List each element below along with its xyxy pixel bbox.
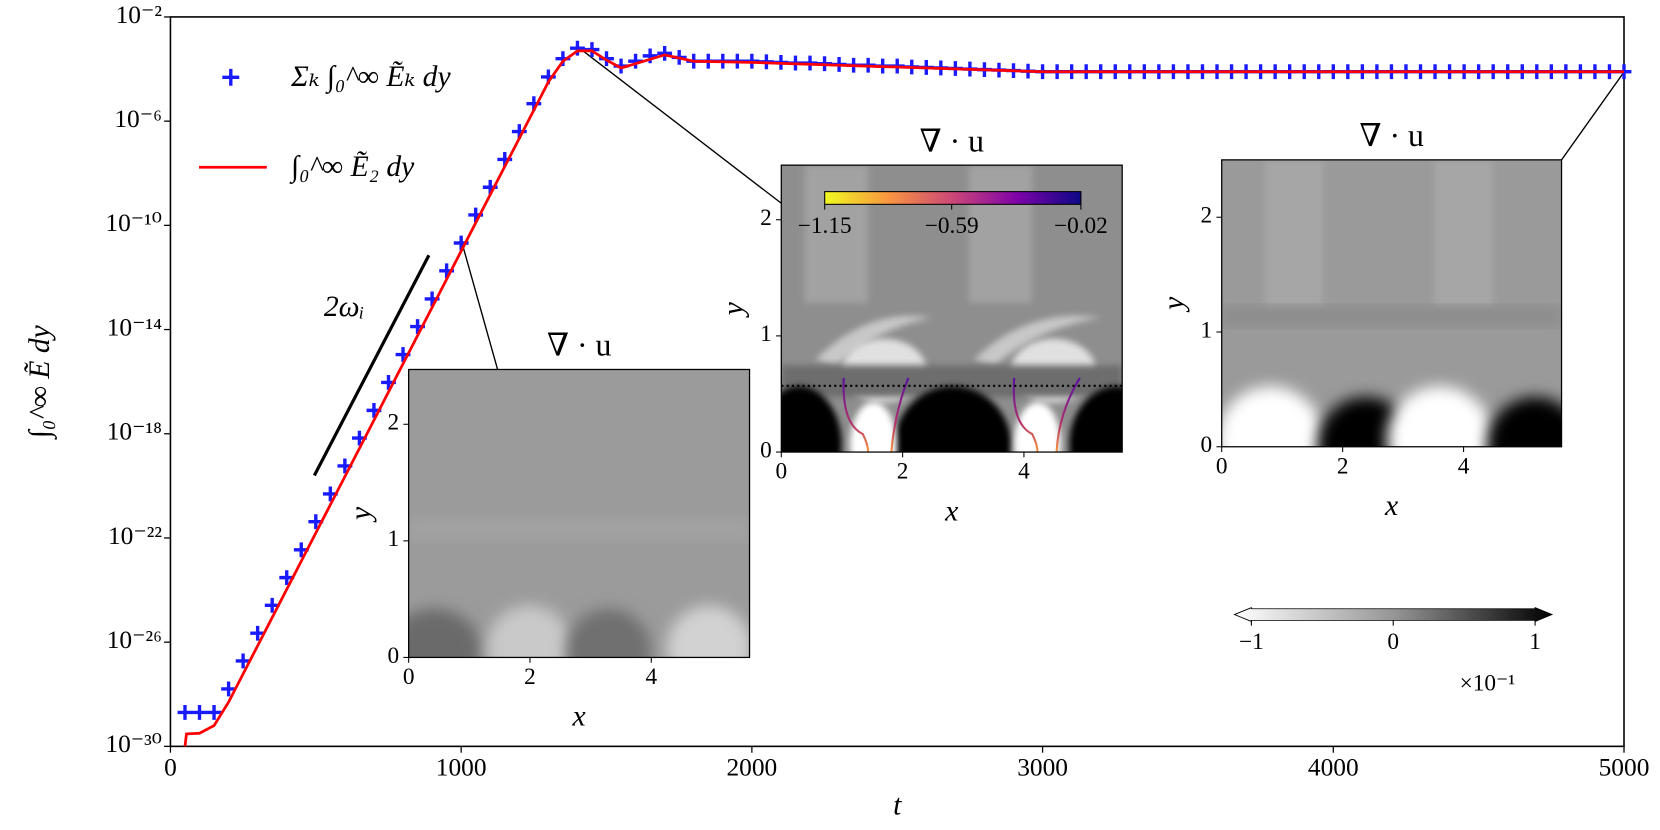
y-tick-label: 10⁻²⁶ xyxy=(107,626,162,654)
inset-y-tick-label: 0 xyxy=(760,437,772,463)
inset-x-tick-label: 2 xyxy=(897,459,909,485)
inset-y-label: y xyxy=(1158,296,1190,313)
marker xyxy=(657,45,673,61)
inset-frame xyxy=(408,368,751,659)
connector xyxy=(1560,71,1625,161)
colorbar-tick-label: −1 xyxy=(1239,629,1264,655)
marker xyxy=(177,705,193,720)
colorbar-tick-label: 1 xyxy=(1529,629,1541,655)
inset-title: ∇ · u xyxy=(547,328,612,363)
heatmap xyxy=(1221,159,1562,447)
connector xyxy=(460,241,499,370)
inset-title: ∇ · u xyxy=(919,123,984,158)
x-tick-label: 5000 xyxy=(1599,753,1650,781)
inset-y-tick-label: 2 xyxy=(760,205,772,231)
y-tick-label: 10⁻² xyxy=(116,1,163,29)
inset-x-label: x xyxy=(572,701,586,733)
connector xyxy=(579,48,782,204)
legend-label: ∫₀^∞ Ẽ₂ dy xyxy=(289,151,415,184)
inset-x-tick-label: 0 xyxy=(1216,453,1228,479)
inset-frame xyxy=(1221,159,1563,448)
inset-y-tick-label: 1 xyxy=(760,321,772,347)
inset-frame xyxy=(780,164,1123,453)
x-tick-label: 0 xyxy=(164,753,177,781)
inset-x-tick-label: 4 xyxy=(1018,459,1030,485)
inset-title: ∇ · u xyxy=(1359,118,1424,153)
inset-x-label: x xyxy=(944,495,958,527)
inset-x-tick-label: 4 xyxy=(645,664,657,690)
slope-label: 2ωᵢ xyxy=(324,291,364,323)
heatmap xyxy=(781,165,1123,453)
y-tick-label: 10⁻³⁰ xyxy=(105,730,162,758)
legend-marker xyxy=(222,68,240,86)
inset-y-tick-label: 0 xyxy=(387,643,399,669)
inset-y-tick-label: 2 xyxy=(387,410,399,436)
inset-x-tick-label: 4 xyxy=(1458,453,1470,479)
colorbar-tick-label: −0.02 xyxy=(1054,213,1108,239)
y-tick-label: 10⁻¹⁰ xyxy=(105,209,162,237)
inset-x-label: x xyxy=(1384,490,1398,522)
marker xyxy=(221,681,236,697)
y-tick-label: 10⁻¹⁸ xyxy=(107,418,162,446)
x-tick-label: 2000 xyxy=(726,753,777,781)
x-tick-label: 1000 xyxy=(436,753,487,781)
marker xyxy=(570,40,585,56)
x-axis-label: t xyxy=(893,790,902,822)
marker xyxy=(192,705,207,720)
legend-label: Σₖ ∫₀^∞ Ẽₖ dy xyxy=(290,61,451,94)
inset-y-tick-label: 1 xyxy=(387,526,399,552)
marker xyxy=(206,705,222,720)
colorbar-tick-label: −0.59 xyxy=(925,213,979,239)
y-tick-label: 10⁻²² xyxy=(108,522,162,550)
inset-x-tick-label: 0 xyxy=(775,459,787,485)
y-axis-label: ∫₀^∞ Ẽ dy xyxy=(24,324,57,440)
colorbar-tick-label: 0 xyxy=(1387,629,1399,655)
heatmap xyxy=(408,369,750,658)
inset-x-tick-label: 2 xyxy=(524,664,536,690)
inset-x-tick-label: 2 xyxy=(1337,453,1349,479)
y-tick-label: 10⁻⁶ xyxy=(114,105,162,133)
marker xyxy=(235,653,251,669)
y-tick-label: 10⁻¹⁴ xyxy=(107,313,162,341)
colorbar-tick-label: −1.15 xyxy=(798,213,852,239)
inset-x-tick-label: 0 xyxy=(403,664,415,690)
series-line xyxy=(183,49,1625,747)
inset-y-label: y xyxy=(345,506,377,523)
inset-y-tick-label: 2 xyxy=(1201,203,1213,229)
slope-line xyxy=(312,254,431,477)
x-tick-label: 4000 xyxy=(1308,753,1359,781)
plot-frame xyxy=(169,16,1625,748)
x-tick-label: 3000 xyxy=(1017,753,1068,781)
inset-y-label: y xyxy=(718,301,750,318)
colorbar xyxy=(1233,607,1554,623)
inset-y-tick-label: 1 xyxy=(1201,317,1213,343)
colorbar-multiplier: ×10⁻¹ xyxy=(1460,670,1516,696)
marker xyxy=(642,48,658,64)
inset-y-tick-label: 0 xyxy=(1201,432,1213,458)
